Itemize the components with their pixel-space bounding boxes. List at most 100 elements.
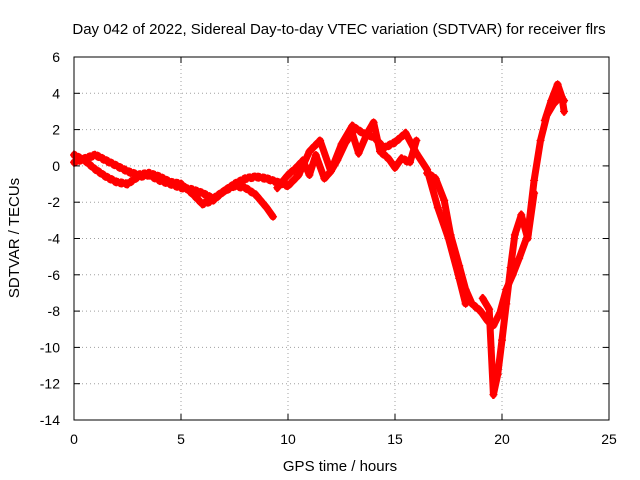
data-point-marker: [241, 183, 250, 192]
data-point-marker: [498, 336, 506, 345]
data-point-marker: [536, 136, 545, 145]
data-point-marker: [102, 156, 111, 165]
data-point-marker: [506, 263, 515, 272]
data-point-marker: [517, 210, 526, 219]
data-point-marker: [166, 178, 175, 187]
data-point-marker: [553, 80, 562, 89]
data-point-marker: [102, 172, 111, 181]
data-point-marker: [80, 154, 89, 163]
data-point-marker: [485, 305, 494, 314]
data-point-marker: [273, 183, 282, 192]
data-point-marker: [251, 172, 260, 181]
y-tick-label: -12: [40, 376, 60, 392]
data-point-marker: [316, 136, 325, 145]
data-point-marker: [489, 390, 498, 399]
data-point-marker: [547, 96, 556, 105]
data-point-marker: [455, 261, 464, 270]
series-jitter-b: [72, 150, 275, 216]
data-point-marker: [461, 285, 470, 294]
data-point-marker: [177, 180, 185, 189]
data-point-marker: [230, 181, 239, 190]
data-point-marker: [305, 170, 314, 179]
series-jitter-low-e: [481, 194, 536, 400]
y-axis-label: SDTVAR / TECUs: [6, 178, 23, 298]
data-point-marker: [123, 167, 132, 176]
data-point-marker: [134, 170, 143, 179]
data-point-marker: [262, 203, 271, 212]
data-point-marker: [523, 234, 532, 243]
data-point-marker: [298, 156, 307, 165]
y-tick-label: 4: [52, 85, 60, 101]
data-point-marker: [333, 156, 342, 165]
y-tick-label: 6: [52, 49, 60, 65]
grid: [74, 57, 609, 420]
data-point-marker: [219, 187, 228, 196]
data-point-marker: [320, 174, 329, 183]
data-point-marker: [284, 181, 292, 190]
data-point-marker: [155, 172, 164, 181]
data-point-marker: [502, 299, 511, 308]
data-point-marker: [209, 196, 218, 205]
series-jitter-low-b: [72, 156, 275, 222]
data-point-marker: [376, 147, 385, 156]
data-point-marker: [510, 230, 519, 239]
data-point-marker: [198, 200, 207, 209]
data-point-marker: [241, 174, 250, 183]
data-point-marker: [269, 212, 278, 221]
data-point-marker: [112, 161, 121, 170]
data-point-marker: [560, 107, 569, 116]
x-tick-label: 25: [601, 431, 617, 447]
x-tick-label: 5: [177, 431, 185, 447]
data-point-marker: [348, 121, 357, 130]
data-point-marker: [391, 163, 399, 172]
data-point-marker: [557, 92, 566, 101]
data-point-marker: [391, 138, 399, 147]
data-point-marker: [515, 254, 524, 263]
chart-title: Day 042 of 2022, Sidereal Day-to-day VTE…: [72, 21, 605, 38]
data-point-marker: [91, 151, 100, 160]
data-point-marker: [326, 167, 335, 176]
x-tick-label: 20: [494, 431, 510, 447]
x-tick-label: 10: [280, 431, 296, 447]
data-point-marker: [397, 154, 406, 163]
data-point-marker: [290, 165, 299, 174]
data-point-marker: [123, 180, 132, 189]
data-point-marker: [187, 189, 196, 198]
y-tick-label: 2: [52, 122, 60, 138]
data-point-marker: [341, 138, 350, 147]
data-point-marker: [348, 129, 357, 138]
data-point-marker: [91, 165, 100, 174]
data-point-marker: [530, 176, 539, 185]
y-tick-label: -8: [48, 303, 61, 319]
data-point-marker: [384, 154, 393, 163]
data-point-marker: [431, 174, 440, 183]
series-jitter-low-c: [275, 123, 418, 193]
data-point-marker: [433, 203, 442, 212]
data-point-marker: [311, 151, 320, 160]
data-point-marker: [112, 178, 121, 187]
data-point-marker: [144, 169, 153, 178]
data-point-marker: [493, 370, 502, 379]
data-point-marker: [198, 189, 207, 198]
y-tick-label: -14: [40, 412, 60, 428]
plot-frame: [73, 56, 610, 421]
y-tick-label: -10: [40, 339, 60, 355]
data-series: [70, 79, 569, 400]
data-point-marker: [401, 129, 410, 138]
data-point-marker: [284, 170, 292, 179]
series-jitter-low-a: [72, 127, 468, 309]
data-point-marker: [530, 189, 539, 198]
y-tick-label: -2: [48, 194, 61, 210]
data-point-marker: [476, 307, 485, 316]
data-point-marker: [262, 174, 271, 183]
data-point-marker: [305, 147, 314, 156]
data-point-marker: [294, 170, 303, 179]
data-point-marker: [363, 129, 372, 138]
data-point-marker: [440, 196, 449, 205]
data-point-marker: [478, 294, 487, 303]
y-tick-label: -4: [48, 231, 61, 247]
data-point-marker: [369, 118, 378, 127]
data-point-marker: [405, 158, 414, 167]
